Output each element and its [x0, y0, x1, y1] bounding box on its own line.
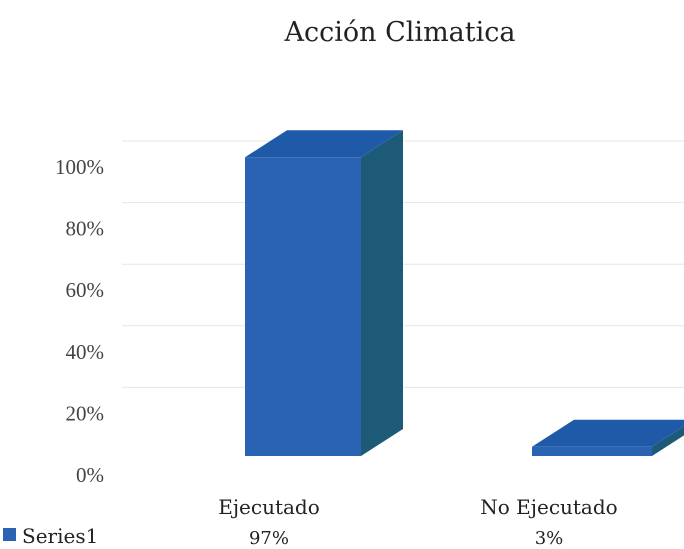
bar-no-ejecutado-front	[532, 446, 652, 456]
category-label-ejecutado: Ejecutado	[218, 495, 320, 519]
y-axis: 0% 20% 40% 60% 80% 100%	[55, 155, 104, 487]
bar-ejecutado	[245, 130, 403, 457]
chart-title: Acción Climatica	[284, 17, 516, 48]
category-label-no-ejecutado: No Ejecutado	[480, 495, 617, 519]
legend: Series1	[3, 524, 98, 548]
bar-ejecutado-front	[245, 157, 361, 457]
bar-no-ejecutado	[532, 419, 684, 456]
y-tick-label: 100%	[55, 155, 104, 179]
bar-no-ejecutado-top	[532, 419, 684, 447]
data-label-ejecutado: 97%	[249, 528, 289, 549]
y-tick-label: 60%	[66, 278, 105, 302]
bar-no-ejecutado-side	[652, 426, 684, 456]
y-tick-label: 0%	[76, 463, 104, 487]
legend-swatch-series1	[3, 528, 16, 541]
data-label-no-ejecutado: 3%	[535, 528, 564, 549]
y-tick-label: 20%	[66, 401, 105, 425]
bar-ejecutado-side	[361, 130, 403, 457]
legend-label-series1: Series1	[22, 524, 98, 548]
bar-ejecutado-top	[245, 130, 403, 158]
y-tick-label: 80%	[66, 217, 105, 241]
y-tick-label: 40%	[66, 340, 105, 364]
